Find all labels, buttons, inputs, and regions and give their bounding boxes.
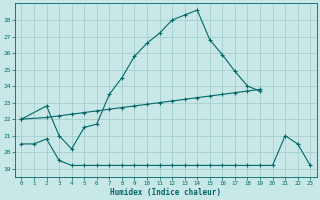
X-axis label: Humidex (Indice chaleur): Humidex (Indice chaleur) [110, 188, 221, 197]
